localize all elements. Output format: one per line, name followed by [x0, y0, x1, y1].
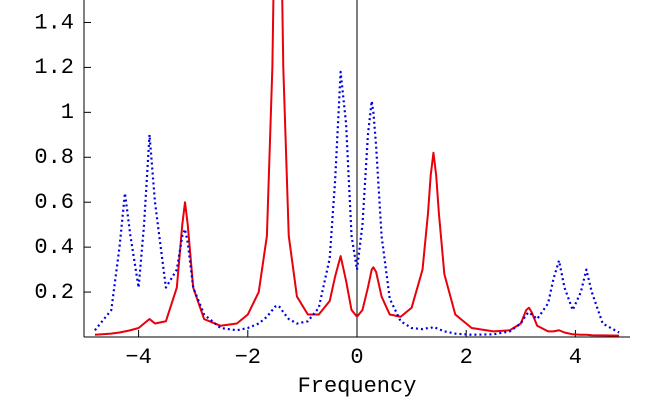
y-tick-label: 0.6 [34, 190, 74, 215]
y-tick-label: 0.4 [34, 235, 74, 260]
y-tick-label: 0.8 [34, 145, 74, 170]
x-tick-label: 0 [350, 345, 363, 370]
y-tick-label: 1 [61, 100, 74, 125]
x-tick-label: 4 [569, 345, 582, 370]
y-tick-label: 1.4 [34, 10, 74, 35]
x-tick-label: −2 [235, 345, 261, 370]
x-tick-label: 2 [460, 345, 473, 370]
series-line [94, 70, 620, 336]
y-tick-label: 1.2 [34, 55, 74, 80]
series-line [94, 0, 620, 337]
x-axis-label: Frequency [298, 374, 417, 399]
y-tick-label: 0.2 [34, 280, 74, 305]
x-tick-label: −4 [125, 345, 151, 370]
